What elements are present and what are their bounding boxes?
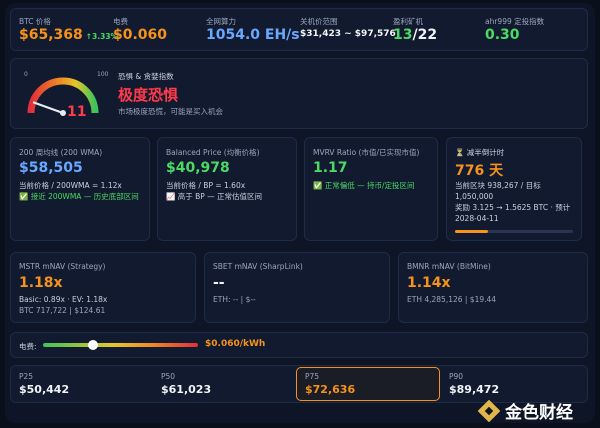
stat-value: $65,368 bbox=[19, 27, 83, 43]
percentile-value: $50,442 bbox=[19, 383, 70, 396]
stat-label: 关机价范围 bbox=[300, 17, 338, 26]
halving-reward: 奖励 3.125 → 1.5625 BTC · 预计 2028-04-11 bbox=[455, 203, 571, 223]
fear-greed-card: 0 100 11 恐惧 & 贪婪指数 极度恐惧 市场极度恐慌，可能是买入机会 bbox=[10, 58, 588, 129]
gauge-max: 100 bbox=[97, 71, 109, 78]
gauge-hub bbox=[60, 110, 66, 116]
electricity-label: 电费: bbox=[19, 342, 37, 351]
stat-value: 13 bbox=[393, 27, 413, 43]
mnav-card: BMNR mNAV (BitMine) 1.14x ETH 4,285,126 … bbox=[398, 252, 588, 323]
metric-title: 200 周均线 (200 WMA) bbox=[19, 148, 103, 157]
mnav-title: SBET mNAV (SharpLink) bbox=[213, 262, 303, 271]
watermark-logo bbox=[478, 399, 500, 422]
mnav-title: BMNR mNAV (BitMine) bbox=[407, 262, 491, 271]
halving-value: 776 天 bbox=[455, 163, 504, 179]
fg-note: 市场极度恐慌，可能是买入机会 bbox=[118, 107, 223, 116]
gauge-arc bbox=[27, 77, 99, 114]
stat-total: /22 bbox=[412, 27, 438, 43]
metric-card: MVRV Ratio (市值/已实现市值) 1.17 ✅ 正常偏低 — 持币/定… bbox=[304, 137, 438, 241]
percentile-card: P25 $50,442 P50 $61,023 P75 $72,636 P90 … bbox=[10, 365, 588, 403]
stat-value: $0.060 bbox=[113, 27, 168, 43]
metric-value: $58,505 bbox=[19, 160, 83, 176]
metric-status: 📈 高于 BP — 正常估值区间 bbox=[166, 192, 263, 201]
gauge-min: 0 bbox=[24, 71, 28, 78]
stat-label: 电费 bbox=[113, 17, 128, 26]
percentile-value: $72,636 bbox=[305, 383, 356, 396]
metric-status: ✅ 接近 200WMA — 历史底部区间 bbox=[19, 192, 139, 201]
percentile-value: $89,472 bbox=[449, 383, 500, 396]
fg-status: 极度恐惧 bbox=[118, 86, 179, 104]
electricity-card: 电费: $0.060/kWh bbox=[10, 332, 588, 358]
percentile-highlight: P75 $72,636 bbox=[296, 367, 440, 401]
mnav-detail: Basic: 0.89x · EV: 1.18x bbox=[19, 295, 108, 304]
mnav-title: MSTR mNAV (Strategy) bbox=[19, 262, 106, 271]
percentile-label: P50 bbox=[161, 372, 176, 381]
gauge-needle bbox=[32, 101, 64, 114]
stat-row: 13 /22 bbox=[393, 27, 437, 43]
mnav-card: SBET mNAV (SharpLink) -- ETH: -- | $-- bbox=[204, 252, 390, 323]
slider-knob[interactable] bbox=[88, 340, 98, 350]
halving-title: ⏳ 减半倒计时 bbox=[455, 148, 505, 157]
mnav-holding: BTC 717,722 | $124.61 bbox=[19, 306, 106, 315]
progress-fill bbox=[455, 230, 489, 233]
mnav-value: 1.18x bbox=[19, 275, 63, 291]
halving-block: 当前区块 938,267 / 目标 1,050,000 bbox=[455, 181, 541, 201]
percentile-label: P25 bbox=[19, 372, 34, 381]
metric-card: 200 周均线 (200 WMA) $58,505 当前价格 / 200WMA … bbox=[10, 137, 150, 241]
stat-value: $31,423 ~ $97,576 bbox=[300, 29, 396, 39]
stat-change: ↑3.33% bbox=[85, 32, 119, 41]
metric-ratio: 当前价格 / 200WMA = 1.12x bbox=[19, 181, 122, 190]
metric-ratio: 当前价格 / BP = 1.60x bbox=[166, 181, 246, 190]
metric-value: 1.17 bbox=[313, 160, 348, 176]
electricity-value: $0.060/kWh bbox=[205, 339, 266, 349]
stat-value: 0.30 bbox=[485, 27, 520, 43]
mnav-holding: ETH: -- | $-- bbox=[213, 295, 256, 304]
progress-track bbox=[455, 230, 573, 233]
metric-card: Balanced Price (均衡价格) $40,978 当前价格 / BP … bbox=[157, 137, 297, 241]
electricity-slider[interactable] bbox=[43, 340, 198, 350]
halving-card: ⏳ 减半倒计时 776 天 当前区块 938,267 / 目标 1,050,00… bbox=[446, 137, 582, 241]
gauge: 0 100 11 bbox=[24, 71, 109, 120]
stat-label: BTC 价格 bbox=[19, 17, 51, 26]
percentile-value: $61,023 bbox=[161, 383, 212, 396]
mnav-card: MSTR mNAV (Strategy) 1.18x Basic: 0.89x … bbox=[10, 252, 196, 323]
metric-value: $40,978 bbox=[166, 160, 230, 176]
mnav-value: 1.14x bbox=[407, 275, 451, 291]
stat-row: $65,368 ↑3.33% bbox=[19, 27, 118, 43]
stat-label: 全网算力 bbox=[206, 17, 236, 26]
watermark-text: 金色财经 bbox=[505, 403, 573, 423]
fg-title: 恐惧 & 贪婪指数 bbox=[118, 72, 174, 81]
percentile-label: P75 bbox=[305, 372, 320, 381]
metric-status: ✅ 正常偏低 — 持币/定投区间 bbox=[313, 181, 415, 190]
stat-value: 1054.0 EH/s bbox=[206, 27, 300, 43]
mnav-holding: ETH 4,285,126 | $19.44 bbox=[407, 295, 497, 304]
stat-label: ahr999 定投指数 bbox=[485, 17, 545, 26]
watermark: 金色财经 bbox=[478, 398, 573, 423]
metric-title: MVRV Ratio (市值/已实现市值) bbox=[313, 148, 420, 157]
stat-label: 盈利矿机 bbox=[393, 17, 423, 26]
stats-bar: BTC 价格 $65,368 ↑3.33% 电费 $0.060 全网算力 105… bbox=[10, 8, 588, 51]
metric-title: Balanced Price (均衡价格) bbox=[166, 148, 260, 157]
gauge-value: 11 bbox=[67, 104, 86, 120]
mnav-value: -- bbox=[213, 275, 225, 291]
percentile-label: P90 bbox=[449, 372, 464, 381]
